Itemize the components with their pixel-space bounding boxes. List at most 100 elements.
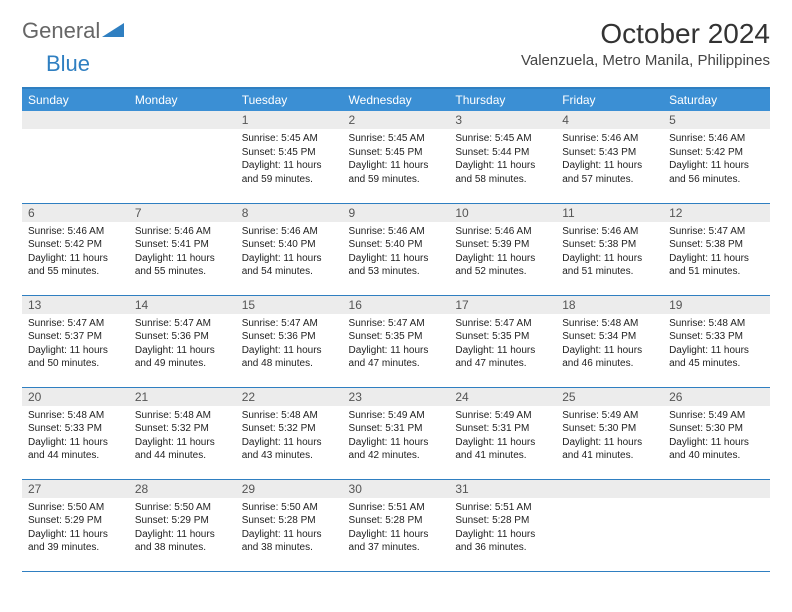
calendar-day-cell xyxy=(22,111,129,203)
sunset-line: Sunset: 5:42 PM xyxy=(28,238,123,252)
day-number: 14 xyxy=(129,296,236,314)
calendar-day-cell xyxy=(663,479,770,571)
daylight-line: Daylight: 11 hours and 49 minutes. xyxy=(135,344,230,371)
day-number: 29 xyxy=(236,480,343,498)
sunset-line: Sunset: 5:42 PM xyxy=(669,146,764,160)
day-details: Sunrise: 5:48 AMSunset: 5:33 PMDaylight:… xyxy=(22,406,129,467)
calendar-day-cell: 15Sunrise: 5:47 AMSunset: 5:36 PMDayligh… xyxy=(236,295,343,387)
daylight-line: Daylight: 11 hours and 40 minutes. xyxy=(669,436,764,463)
sunset-line: Sunset: 5:44 PM xyxy=(455,146,550,160)
daylight-line: Daylight: 11 hours and 59 minutes. xyxy=(349,159,444,186)
day-details: Sunrise: 5:51 AMSunset: 5:28 PMDaylight:… xyxy=(343,498,450,559)
daylight-line: Daylight: 11 hours and 55 minutes. xyxy=(135,252,230,279)
calendar-day-cell: 22Sunrise: 5:48 AMSunset: 5:32 PMDayligh… xyxy=(236,387,343,479)
weekday-header: Thursday xyxy=(449,88,556,111)
calendar-day-cell: 13Sunrise: 5:47 AMSunset: 5:37 PMDayligh… xyxy=(22,295,129,387)
calendar-day-cell: 9Sunrise: 5:46 AMSunset: 5:40 PMDaylight… xyxy=(343,203,450,295)
sunrise-line: Sunrise: 5:49 AM xyxy=(349,409,444,423)
calendar-day-cell: 10Sunrise: 5:46 AMSunset: 5:39 PMDayligh… xyxy=(449,203,556,295)
day-number: 31 xyxy=(449,480,556,498)
day-number: 18 xyxy=(556,296,663,314)
calendar-day-cell: 11Sunrise: 5:46 AMSunset: 5:38 PMDayligh… xyxy=(556,203,663,295)
calendar-day-cell: 26Sunrise: 5:49 AMSunset: 5:30 PMDayligh… xyxy=(663,387,770,479)
month-title: October 2024 xyxy=(521,18,770,50)
calendar-day-cell: 29Sunrise: 5:50 AMSunset: 5:28 PMDayligh… xyxy=(236,479,343,571)
day-details: Sunrise: 5:49 AMSunset: 5:30 PMDaylight:… xyxy=(556,406,663,467)
daylight-line: Daylight: 11 hours and 38 minutes. xyxy=(242,528,337,555)
sunset-line: Sunset: 5:29 PM xyxy=(28,514,123,528)
day-details: Sunrise: 5:49 AMSunset: 5:30 PMDaylight:… xyxy=(663,406,770,467)
calendar-day-cell: 1Sunrise: 5:45 AMSunset: 5:45 PMDaylight… xyxy=(236,111,343,203)
day-details: Sunrise: 5:46 AMSunset: 5:42 PMDaylight:… xyxy=(663,129,770,190)
calendar-day-cell: 27Sunrise: 5:50 AMSunset: 5:29 PMDayligh… xyxy=(22,479,129,571)
day-details: Sunrise: 5:47 AMSunset: 5:35 PMDaylight:… xyxy=(343,314,450,375)
sunrise-line: Sunrise: 5:46 AM xyxy=(562,132,657,146)
day-details: Sunrise: 5:46 AMSunset: 5:42 PMDaylight:… xyxy=(22,222,129,283)
daylight-line: Daylight: 11 hours and 47 minutes. xyxy=(455,344,550,371)
weekday-header: Wednesday xyxy=(343,88,450,111)
sunset-line: Sunset: 5:39 PM xyxy=(455,238,550,252)
daylight-line: Daylight: 11 hours and 46 minutes. xyxy=(562,344,657,371)
calendar-day-cell: 17Sunrise: 5:47 AMSunset: 5:35 PMDayligh… xyxy=(449,295,556,387)
day-details: Sunrise: 5:46 AMSunset: 5:41 PMDaylight:… xyxy=(129,222,236,283)
day-details: Sunrise: 5:49 AMSunset: 5:31 PMDaylight:… xyxy=(449,406,556,467)
sunset-line: Sunset: 5:38 PM xyxy=(562,238,657,252)
day-details: Sunrise: 5:47 AMSunset: 5:35 PMDaylight:… xyxy=(449,314,556,375)
daylight-line: Daylight: 11 hours and 52 minutes. xyxy=(455,252,550,279)
day-number: 10 xyxy=(449,204,556,222)
sunrise-line: Sunrise: 5:49 AM xyxy=(669,409,764,423)
location: Valenzuela, Metro Manila, Philippines xyxy=(521,52,770,69)
daylight-line: Daylight: 11 hours and 41 minutes. xyxy=(455,436,550,463)
daylight-line: Daylight: 11 hours and 44 minutes. xyxy=(28,436,123,463)
sunset-line: Sunset: 5:36 PM xyxy=(135,330,230,344)
sunrise-line: Sunrise: 5:47 AM xyxy=(455,317,550,331)
day-number: 1 xyxy=(236,111,343,129)
day-number: 21 xyxy=(129,388,236,406)
day-number: 4 xyxy=(556,111,663,129)
day-details: Sunrise: 5:46 AMSunset: 5:38 PMDaylight:… xyxy=(556,222,663,283)
day-details: Sunrise: 5:45 AMSunset: 5:45 PMDaylight:… xyxy=(236,129,343,190)
day-number: 8 xyxy=(236,204,343,222)
sunrise-line: Sunrise: 5:48 AM xyxy=(135,409,230,423)
daylight-line: Daylight: 11 hours and 58 minutes. xyxy=(455,159,550,186)
sunrise-line: Sunrise: 5:49 AM xyxy=(455,409,550,423)
daylight-line: Daylight: 11 hours and 47 minutes. xyxy=(349,344,444,371)
calendar-week-row: 6Sunrise: 5:46 AMSunset: 5:42 PMDaylight… xyxy=(22,203,770,295)
sunset-line: Sunset: 5:41 PM xyxy=(135,238,230,252)
daylight-line: Daylight: 11 hours and 37 minutes. xyxy=(349,528,444,555)
day-number: 9 xyxy=(343,204,450,222)
sunrise-line: Sunrise: 5:48 AM xyxy=(562,317,657,331)
day-number: 20 xyxy=(22,388,129,406)
daylight-line: Daylight: 11 hours and 44 minutes. xyxy=(135,436,230,463)
day-number: 15 xyxy=(236,296,343,314)
day-number: 24 xyxy=(449,388,556,406)
calendar-day-cell: 16Sunrise: 5:47 AMSunset: 5:35 PMDayligh… xyxy=(343,295,450,387)
day-number: 2 xyxy=(343,111,450,129)
sunset-line: Sunset: 5:31 PM xyxy=(455,422,550,436)
daylight-line: Daylight: 11 hours and 55 minutes. xyxy=(28,252,123,279)
daylight-line: Daylight: 11 hours and 50 minutes. xyxy=(28,344,123,371)
day-number xyxy=(22,111,129,129)
sunset-line: Sunset: 5:33 PM xyxy=(28,422,123,436)
day-details: Sunrise: 5:47 AMSunset: 5:37 PMDaylight:… xyxy=(22,314,129,375)
calendar-day-cell: 24Sunrise: 5:49 AMSunset: 5:31 PMDayligh… xyxy=(449,387,556,479)
daylight-line: Daylight: 11 hours and 51 minutes. xyxy=(669,252,764,279)
sunrise-line: Sunrise: 5:49 AM xyxy=(562,409,657,423)
calendar-week-row: 27Sunrise: 5:50 AMSunset: 5:29 PMDayligh… xyxy=(22,479,770,571)
daylight-line: Daylight: 11 hours and 57 minutes. xyxy=(562,159,657,186)
calendar-day-cell: 8Sunrise: 5:46 AMSunset: 5:40 PMDaylight… xyxy=(236,203,343,295)
weekday-header: Saturday xyxy=(663,88,770,111)
day-number: 11 xyxy=(556,204,663,222)
daylight-line: Daylight: 11 hours and 54 minutes. xyxy=(242,252,337,279)
day-number xyxy=(556,480,663,498)
sunset-line: Sunset: 5:28 PM xyxy=(455,514,550,528)
calendar-day-cell: 18Sunrise: 5:48 AMSunset: 5:34 PMDayligh… xyxy=(556,295,663,387)
weekday-header: Monday xyxy=(129,88,236,111)
weekday-header: Friday xyxy=(556,88,663,111)
calendar-day-cell: 12Sunrise: 5:47 AMSunset: 5:38 PMDayligh… xyxy=(663,203,770,295)
calendar-day-cell: 6Sunrise: 5:46 AMSunset: 5:42 PMDaylight… xyxy=(22,203,129,295)
weekday-header: Sunday xyxy=(22,88,129,111)
sunrise-line: Sunrise: 5:50 AM xyxy=(135,501,230,515)
calendar-day-cell: 21Sunrise: 5:48 AMSunset: 5:32 PMDayligh… xyxy=(129,387,236,479)
sunset-line: Sunset: 5:33 PM xyxy=(669,330,764,344)
